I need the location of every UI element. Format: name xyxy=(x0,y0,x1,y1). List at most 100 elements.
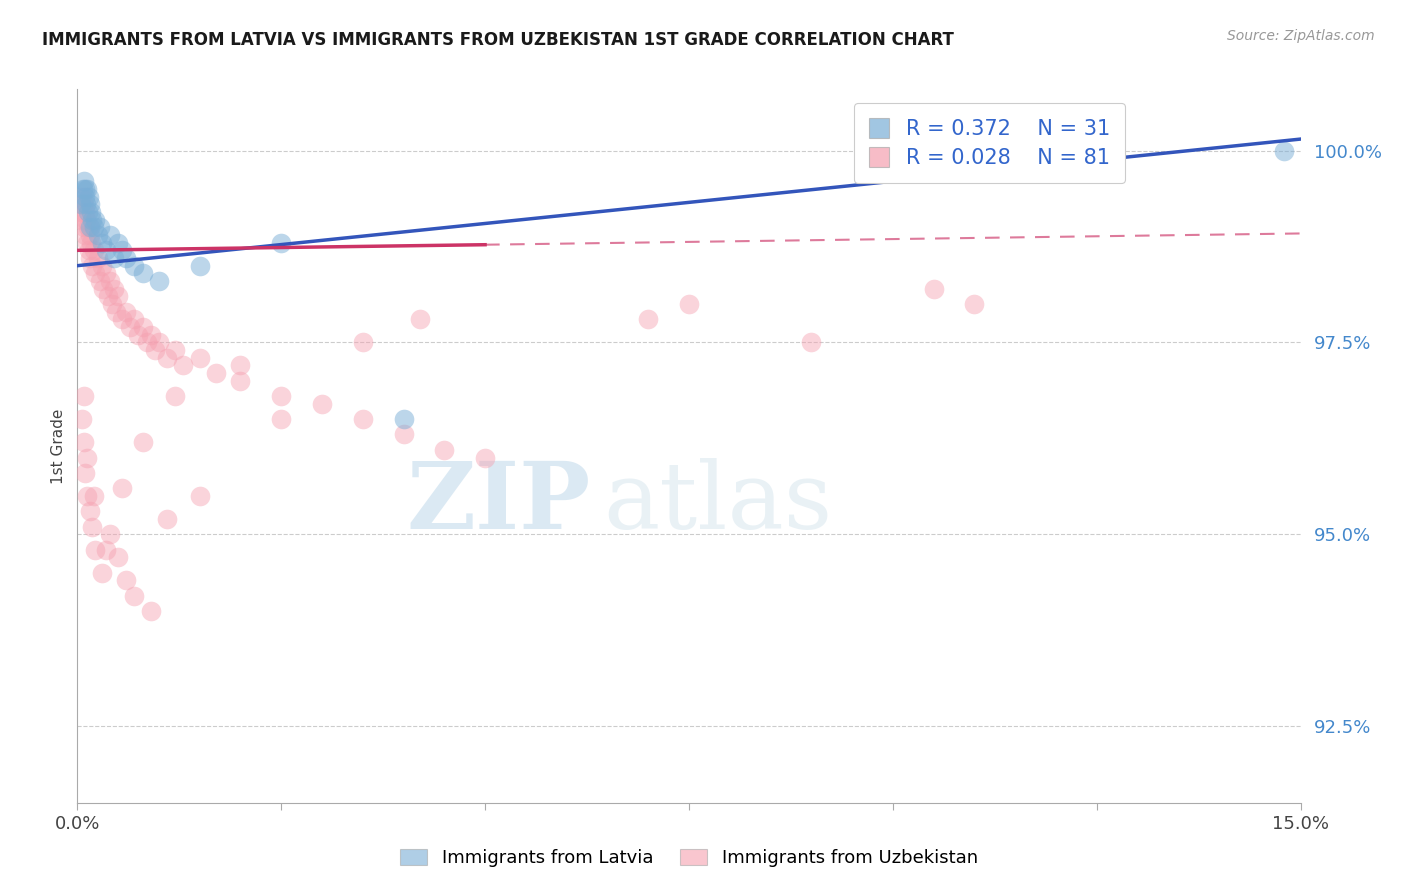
Text: ZIP: ZIP xyxy=(406,458,591,548)
Point xyxy=(139,327,162,342)
Point xyxy=(963,297,986,311)
Point xyxy=(87,227,110,242)
Point xyxy=(75,212,97,227)
Point xyxy=(80,205,103,219)
Point xyxy=(165,389,187,403)
Point xyxy=(107,289,129,303)
Point xyxy=(352,335,374,350)
Point xyxy=(98,527,121,541)
Point xyxy=(77,244,100,258)
Point xyxy=(131,320,153,334)
Point xyxy=(77,205,100,219)
Point xyxy=(79,504,101,518)
Point xyxy=(131,266,153,280)
Point xyxy=(83,244,105,258)
Point xyxy=(205,366,228,380)
Point xyxy=(69,205,91,219)
Point xyxy=(188,259,211,273)
Point xyxy=(165,343,187,357)
Point xyxy=(75,466,97,480)
Point xyxy=(188,351,211,365)
Point xyxy=(76,450,98,465)
Point xyxy=(105,304,128,318)
Point xyxy=(98,227,121,242)
Point xyxy=(120,320,142,334)
Point xyxy=(70,212,93,227)
Legend: R = 0.372    N = 31, R = 0.028    N = 81: R = 0.372 N = 31, R = 0.028 N = 81 xyxy=(853,103,1125,183)
Point xyxy=(72,182,94,196)
Point xyxy=(124,589,146,603)
Point xyxy=(73,189,96,203)
Point xyxy=(79,251,101,265)
Point xyxy=(73,174,96,188)
Point xyxy=(229,359,252,373)
Point xyxy=(94,244,117,258)
Point xyxy=(800,335,823,350)
Point xyxy=(75,182,97,196)
Point xyxy=(392,412,415,426)
Point xyxy=(148,274,170,288)
Point xyxy=(311,397,333,411)
Point xyxy=(111,312,134,326)
Point xyxy=(80,235,103,250)
Point xyxy=(90,259,112,273)
Point xyxy=(409,312,432,326)
Point xyxy=(83,220,105,235)
Point xyxy=(107,235,129,250)
Text: atlas: atlas xyxy=(603,458,832,548)
Point xyxy=(270,235,292,250)
Point xyxy=(77,189,100,203)
Point xyxy=(124,259,146,273)
Point xyxy=(73,220,96,235)
Point xyxy=(75,227,97,242)
Point xyxy=(70,197,93,211)
Point xyxy=(79,220,101,235)
Point xyxy=(392,427,415,442)
Legend: Immigrants from Latvia, Immigrants from Uzbekistan: Immigrants from Latvia, Immigrants from … xyxy=(395,843,983,872)
Point xyxy=(77,220,100,235)
Point xyxy=(76,235,98,250)
Point xyxy=(90,235,112,250)
Point xyxy=(97,289,120,303)
Point xyxy=(73,435,96,450)
Point xyxy=(84,542,107,557)
Point xyxy=(115,251,138,265)
Point xyxy=(80,259,103,273)
Point xyxy=(1272,144,1295,158)
Point xyxy=(115,574,138,588)
Point xyxy=(79,197,101,211)
Point xyxy=(98,274,121,288)
Point xyxy=(75,197,97,211)
Point xyxy=(103,251,125,265)
Point xyxy=(73,205,96,219)
Point xyxy=(111,481,134,495)
Point xyxy=(70,189,93,203)
Point xyxy=(89,274,111,288)
Point xyxy=(433,442,456,457)
Point xyxy=(637,312,659,326)
Point xyxy=(94,542,117,557)
Point xyxy=(87,251,110,265)
Point xyxy=(131,435,153,450)
Point xyxy=(70,412,93,426)
Point xyxy=(188,489,211,503)
Point xyxy=(107,550,129,565)
Text: IMMIGRANTS FROM LATVIA VS IMMIGRANTS FROM UZBEKISTAN 1ST GRADE CORRELATION CHART: IMMIGRANTS FROM LATVIA VS IMMIGRANTS FRO… xyxy=(42,31,955,49)
Point xyxy=(135,335,157,350)
Point xyxy=(111,244,134,258)
Point xyxy=(73,389,96,403)
Point xyxy=(128,327,150,342)
Point xyxy=(103,282,125,296)
Point xyxy=(922,282,945,296)
Point xyxy=(270,412,292,426)
Point xyxy=(80,519,103,533)
Point xyxy=(76,182,98,196)
Point xyxy=(148,335,170,350)
Point xyxy=(79,227,101,242)
Y-axis label: 1st Grade: 1st Grade xyxy=(51,409,66,483)
Point xyxy=(229,374,252,388)
Point xyxy=(76,489,98,503)
Point xyxy=(678,297,700,311)
Point xyxy=(93,282,115,296)
Point xyxy=(80,212,103,227)
